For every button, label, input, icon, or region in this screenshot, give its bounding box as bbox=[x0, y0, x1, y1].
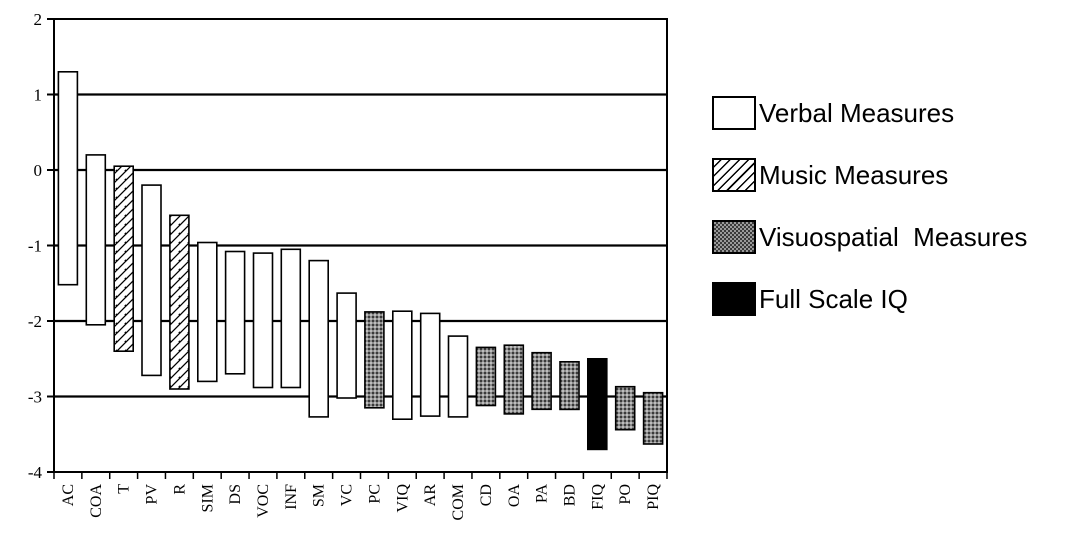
x-tick-label: PA bbox=[534, 484, 551, 503]
x-tick-label: SIM bbox=[199, 484, 216, 512]
bar-oa bbox=[503, 344, 525, 415]
x-tick-label: PV bbox=[144, 484, 161, 505]
bar-pc bbox=[364, 311, 385, 409]
bar-sm bbox=[308, 259, 330, 418]
bar-bd bbox=[559, 360, 580, 411]
legend-label: Music Measures bbox=[759, 160, 949, 190]
x-tick-label: AR bbox=[422, 484, 439, 507]
bar-r bbox=[169, 214, 190, 390]
legend-label: Full Scale IQ bbox=[759, 284, 908, 314]
bar-inf bbox=[280, 248, 302, 389]
x-tick-label: COM bbox=[450, 484, 467, 520]
legend-label: Verbal Measures bbox=[759, 98, 955, 128]
bar-cd bbox=[475, 346, 497, 407]
bar-t bbox=[113, 165, 134, 352]
y-tick-label: -1 bbox=[28, 237, 42, 256]
bar-viq bbox=[391, 310, 413, 421]
x-tick-label: OA bbox=[506, 484, 523, 508]
y-tick-label: -2 bbox=[28, 312, 42, 331]
axes bbox=[47, 18, 668, 479]
x-tick-label: AC bbox=[60, 484, 77, 506]
x-tick-label: BD bbox=[562, 484, 579, 506]
bar-sim bbox=[197, 241, 218, 383]
x-tick-label: DS bbox=[227, 484, 244, 504]
x-tick-label: VC bbox=[339, 484, 356, 506]
bar-ar bbox=[419, 312, 441, 417]
bar-pa bbox=[531, 351, 552, 411]
bar-po bbox=[614, 385, 636, 431]
bar-coa bbox=[85, 154, 107, 326]
x-tick-label: INF bbox=[283, 484, 300, 510]
y-tick-label: -3 bbox=[28, 388, 42, 407]
x-tick-label: PIQ bbox=[645, 484, 662, 510]
bar-pv bbox=[141, 184, 162, 377]
y-tick-label: -4 bbox=[28, 463, 43, 482]
legend-swatch bbox=[712, 220, 756, 254]
bar-piq bbox=[642, 391, 664, 445]
x-tick-label: VIQ bbox=[394, 484, 411, 513]
bar-voc bbox=[252, 252, 274, 389]
legend-swatch bbox=[712, 96, 756, 130]
y-tick-label: 2 bbox=[34, 10, 43, 29]
x-tick-label: FIQ bbox=[589, 484, 606, 510]
bar-ds bbox=[224, 250, 246, 375]
x-tick-label: COA bbox=[88, 484, 105, 518]
bar-fiq bbox=[586, 357, 608, 451]
y-tick-label: 0 bbox=[34, 161, 43, 180]
bar-ac bbox=[57, 71, 79, 286]
x-tick-label: CD bbox=[478, 484, 495, 506]
x-tick-label: T bbox=[116, 484, 133, 494]
x-tick-label: SM bbox=[311, 484, 328, 507]
x-tick-label: VOC bbox=[255, 484, 272, 518]
bar-com bbox=[447, 335, 469, 418]
x-tick-label: R bbox=[171, 484, 188, 495]
legend-swatch bbox=[712, 282, 756, 316]
legend-swatch bbox=[712, 158, 756, 192]
y-tick-label: 1 bbox=[34, 86, 43, 105]
y-tick-labels: 2 1 0 -1 -2 -3 -4 bbox=[28, 10, 43, 482]
x-tick-label: PO bbox=[617, 484, 634, 504]
x-tick-label: PC bbox=[366, 484, 383, 504]
bars bbox=[57, 71, 664, 451]
x-tick-labels: AC COA T PV R SIM DS VOC INF SM VC PC VIQ AR COM CD OA PA… bbox=[60, 484, 662, 521]
chart: 2 1 0 -1 -2 -3 -4 AC COA T PV R SIM DS VOC INF SM VC PC VI… bbox=[28, 10, 668, 521]
bar-vc bbox=[336, 292, 357, 399]
legend-label: Visuospatial Measures bbox=[759, 222, 1028, 252]
